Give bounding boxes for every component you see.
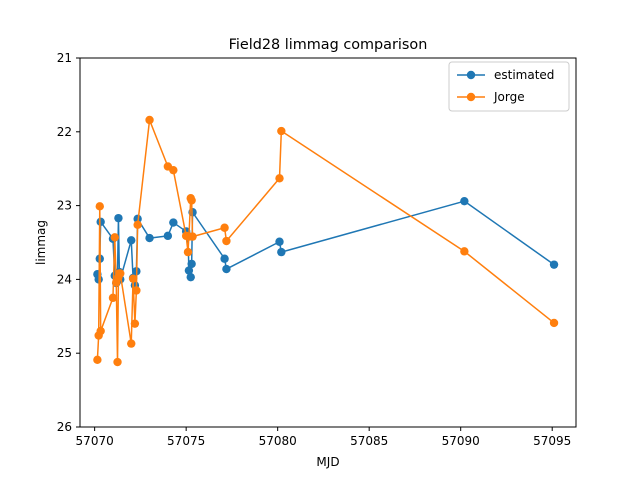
data-point	[220, 223, 229, 232]
series-jorge	[93, 115, 559, 367]
y-tick-label: 22	[57, 125, 72, 139]
data-point	[222, 264, 231, 274]
data-point	[183, 247, 193, 257]
legend-item-estimated: estimated	[457, 68, 554, 82]
data-point	[275, 174, 284, 183]
data-point	[549, 318, 559, 328]
y-axis: 21 22 23 24 25 26	[57, 51, 80, 434]
data-point	[95, 202, 104, 211]
x-tick-label: 57095	[533, 434, 571, 448]
data-point	[460, 247, 469, 256]
data-point	[114, 213, 123, 223]
data-point	[220, 254, 229, 263]
x-tick-label: 57080	[259, 434, 297, 448]
y-axis-title: limmag	[34, 220, 48, 265]
data-point	[275, 237, 284, 246]
data-point	[93, 355, 102, 365]
x-tick-label: 57070	[76, 434, 114, 448]
x-axis: 57070 57075 57080 57085 57090 57095	[76, 427, 571, 448]
legend-marker	[466, 70, 476, 80]
data-point	[110, 233, 119, 242]
series-layer	[93, 115, 559, 367]
data-point	[163, 231, 173, 241]
data-point	[186, 272, 195, 282]
data-point	[169, 165, 178, 175]
data-point	[113, 357, 122, 367]
y-tick-label: 25	[57, 346, 72, 360]
y-tick-label: 21	[57, 51, 72, 65]
data-point	[188, 232, 197, 241]
legend-label: Jorge	[493, 90, 525, 104]
chart-title: Field28 limmag comparison	[229, 37, 428, 53]
data-point	[116, 269, 125, 278]
data-point	[132, 286, 141, 295]
data-point	[277, 247, 286, 257]
x-tick-label: 57090	[442, 434, 480, 448]
data-point	[549, 260, 559, 269]
data-point	[130, 319, 140, 328]
data-point	[127, 236, 136, 245]
legend-label: estimated	[494, 68, 554, 82]
legend: estimated Jorge	[448, 61, 570, 112]
data-point	[96, 326, 105, 336]
data-point	[108, 293, 118, 303]
legend-item-jorge: Jorge	[457, 90, 525, 104]
y-tick-label: 24	[57, 272, 72, 286]
legend-marker	[466, 92, 476, 102]
data-point	[145, 233, 154, 243]
y-tick-label: 23	[57, 199, 72, 213]
data-point	[128, 274, 138, 283]
data-point	[187, 196, 196, 205]
data-point	[277, 126, 286, 136]
data-point	[460, 196, 469, 206]
data-point	[96, 217, 105, 227]
data-point	[133, 220, 142, 229]
x-tick-label: 57085	[350, 434, 388, 448]
x-axis-title: MJD	[316, 455, 339, 469]
data-point	[184, 266, 194, 275]
data-point	[222, 236, 231, 246]
plot-frame	[79, 57, 577, 428]
y-tick-label: 26	[57, 420, 72, 434]
data-point	[145, 115, 154, 125]
data-point	[127, 339, 136, 348]
data-point	[187, 259, 196, 269]
data-point	[169, 218, 178, 227]
x-tick-label: 57075	[167, 434, 205, 448]
